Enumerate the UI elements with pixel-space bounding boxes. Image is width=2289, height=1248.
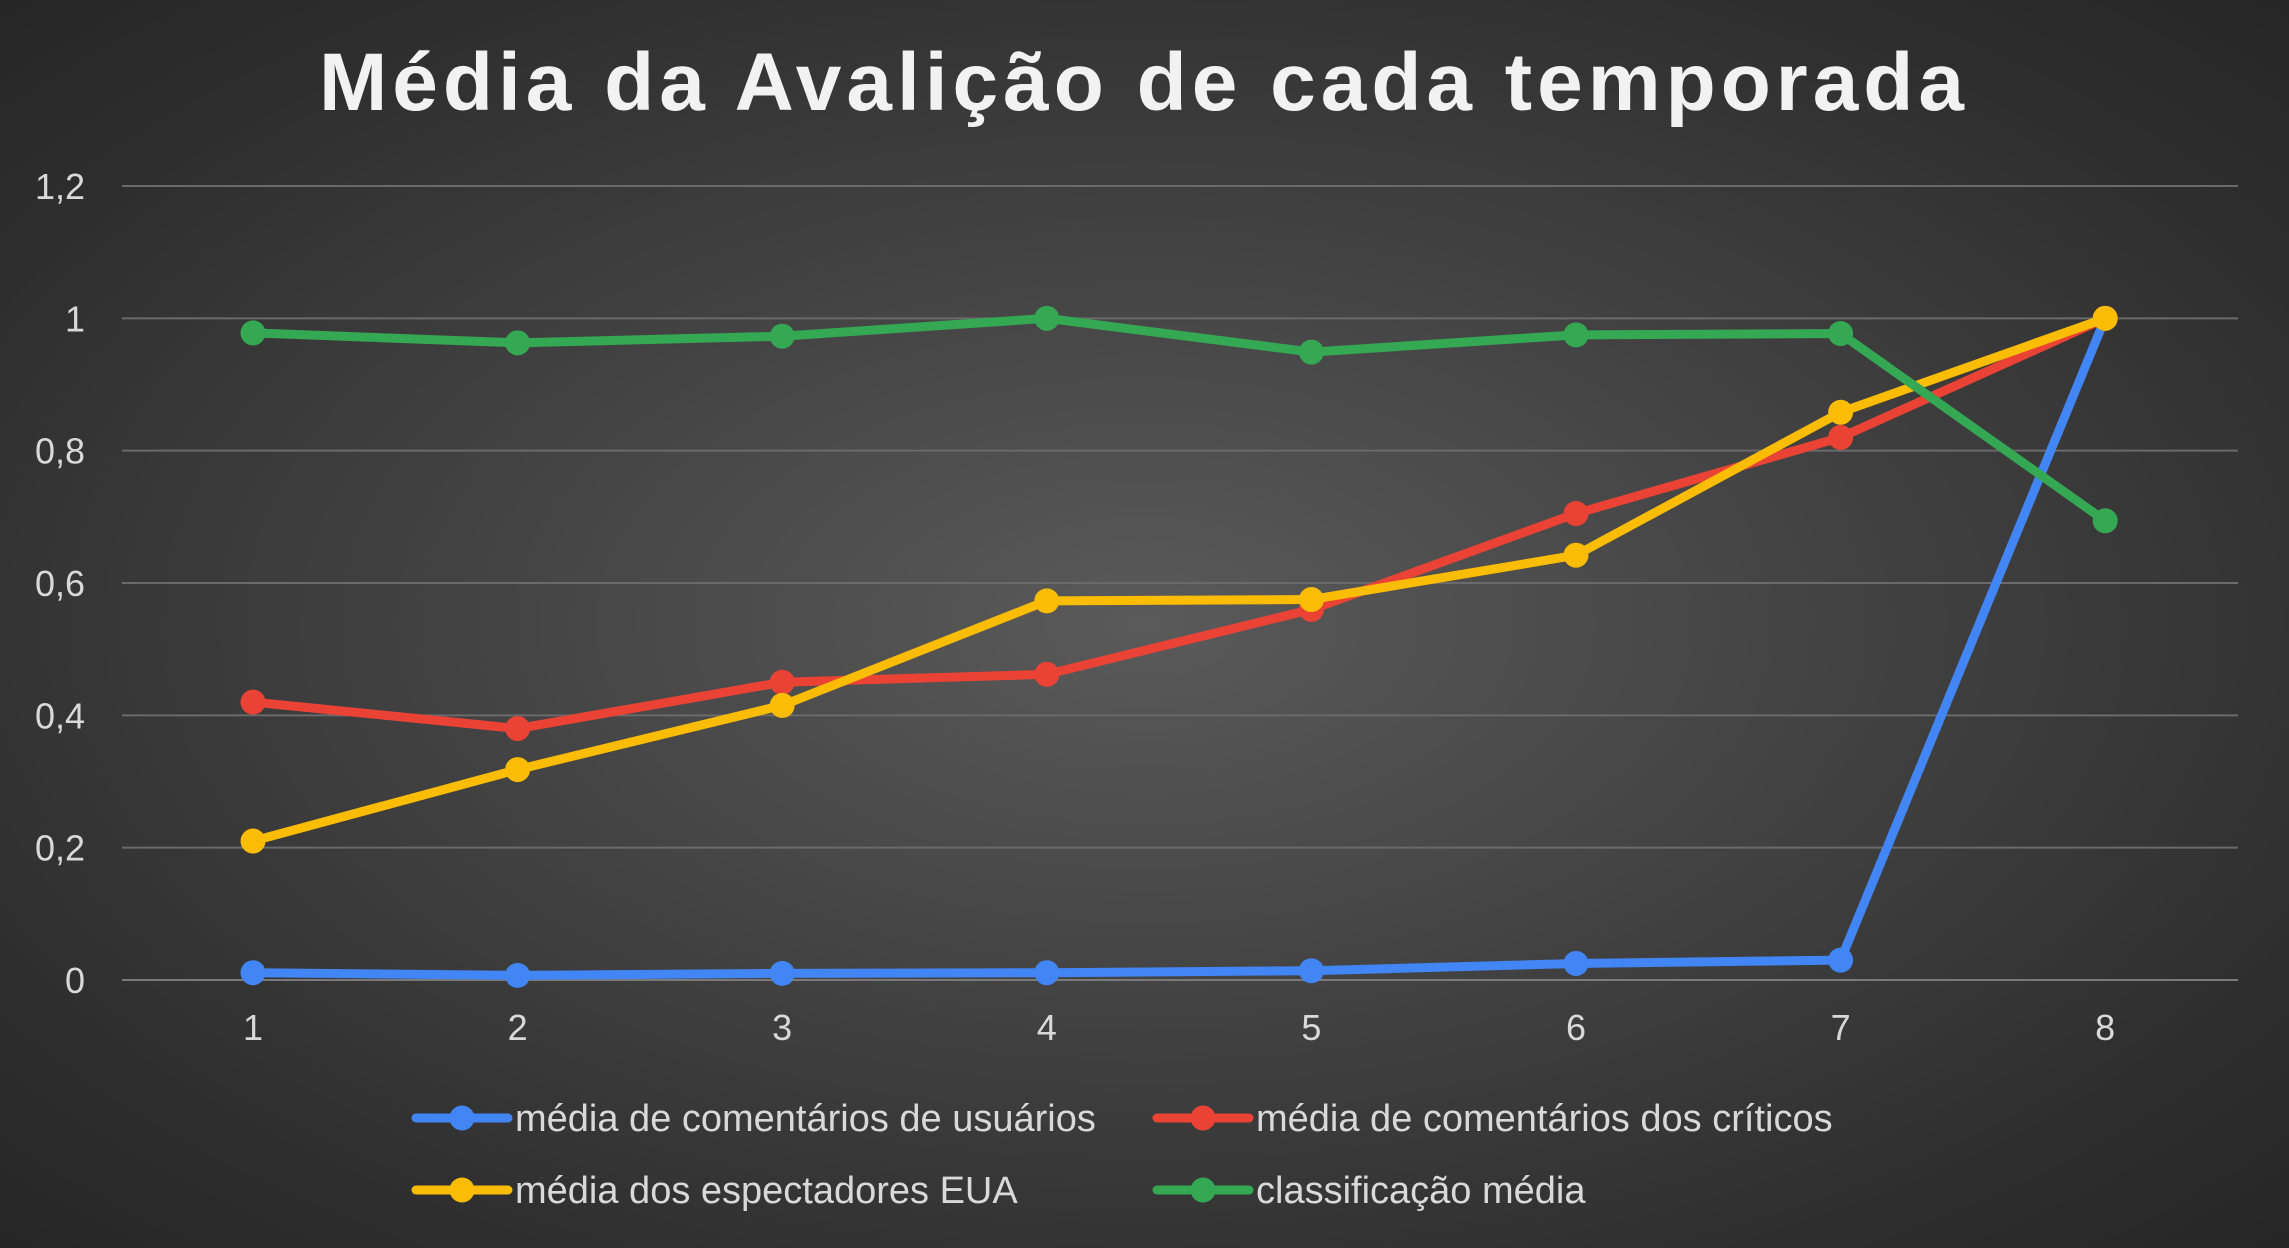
y-tick-label: 0,8 [35, 431, 85, 472]
data-point [505, 330, 531, 356]
legend-item: média de comentários dos críticos [1152, 1098, 1833, 1140]
x-tick-label: 8 [2095, 1007, 2115, 1048]
x-tick-label: 1 [243, 1007, 263, 1048]
legend-label: classificação média [1256, 1170, 1586, 1212]
data-point [240, 960, 266, 986]
data-point [1828, 399, 1854, 425]
data-point [1298, 958, 1324, 984]
data-point [1563, 542, 1589, 568]
legend-swatch-marker [449, 1177, 475, 1203]
x-tick-label: 6 [1566, 1007, 1586, 1048]
x-axis-ticks: 1 2 3 4 5 6 7 8 [243, 1007, 2115, 1048]
x-tick-label: 7 [1831, 1007, 1851, 1048]
data-point [769, 323, 795, 349]
y-tick-label: 0 [65, 960, 85, 1001]
data-point [2092, 305, 2118, 331]
data-point [240, 828, 266, 854]
y-tick-label: 1 [65, 298, 85, 339]
y-axis-ticks: 0 0,2 0,4 0,6 0,8 1 1,2 [35, 166, 85, 1001]
legend-item: média dos espectadores EUA [411, 1170, 1018, 1212]
y-tick-label: 1,2 [35, 166, 85, 207]
legend-label: média dos espectadores EUA [515, 1170, 1018, 1212]
series-line [248, 313, 2110, 734]
series-line [248, 313, 2110, 846]
series-3 [240, 305, 2118, 854]
x-tick-label: 5 [1301, 1007, 1321, 1048]
data-point [505, 962, 531, 988]
series-line [248, 313, 2110, 980]
x-tick-label: 3 [772, 1007, 792, 1048]
legend-label: média de comentários dos críticos [1256, 1098, 1833, 1140]
series-line [248, 313, 2110, 526]
legend-item: classificação média [1152, 1170, 1586, 1212]
data-point [2092, 508, 2118, 534]
data-point [1563, 501, 1589, 527]
data-point [1034, 661, 1060, 687]
data-point [769, 960, 795, 986]
legend-swatch-marker [1190, 1177, 1216, 1203]
legend-label: média de comentários de usuários [515, 1098, 1096, 1140]
legend-item: média de comentários de usuários [411, 1098, 1096, 1140]
y-tick-label: 0,6 [35, 563, 85, 604]
data-point [1563, 322, 1589, 348]
grid-layer [122, 185, 2238, 981]
data-point [1828, 424, 1854, 450]
data-point [1298, 587, 1324, 613]
data-point [505, 716, 531, 742]
data-point [1034, 960, 1060, 986]
legend-swatch-marker [1190, 1105, 1216, 1131]
data-point [769, 669, 795, 695]
data-point [1828, 321, 1854, 347]
data-point [1298, 339, 1324, 365]
x-tick-label: 2 [508, 1007, 528, 1048]
data-point [505, 757, 531, 783]
data-point [1563, 950, 1589, 976]
data-point [240, 689, 266, 715]
data-point [1034, 305, 1060, 331]
y-tick-label: 0,2 [35, 828, 85, 869]
series-2 [240, 305, 2118, 742]
series-layer [240, 305, 2118, 988]
x-tick-label: 4 [1037, 1007, 1057, 1048]
series-4 [240, 305, 2118, 534]
legend: média de comentários de usuários média de… [411, 1098, 1833, 1212]
data-point [240, 320, 266, 346]
data-point [1034, 588, 1060, 614]
chart-title: Média da Avalição de cada temporada [319, 37, 1969, 128]
data-point [1828, 947, 1854, 973]
data-point [769, 692, 795, 718]
y-tick-label: 0,4 [35, 695, 85, 736]
legend-swatch-marker [449, 1105, 475, 1131]
series-1 [240, 305, 2118, 988]
